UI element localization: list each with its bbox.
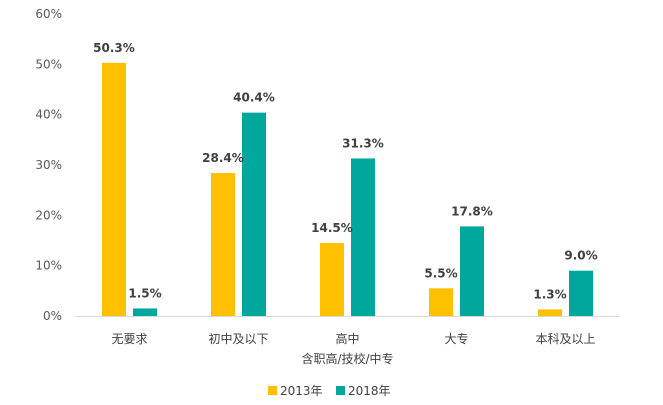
data-label: 1.3% (533, 287, 566, 301)
bar-2013 (429, 288, 453, 316)
category-label: 无要求 (111, 332, 147, 346)
y-axis: 0% 10% 20% 30% 40% 50% 60% (35, 7, 62, 323)
data-label: 14.5% (311, 221, 353, 235)
data-label: 28.4% (202, 151, 244, 165)
legend-swatch (336, 386, 345, 395)
category-label: 大专 (444, 331, 468, 346)
data-label: 5.5% (424, 266, 457, 280)
y-tick-label: 20% (35, 208, 62, 222)
data-label: 40.4% (233, 91, 275, 105)
legend: 2013年 2018年 (268, 384, 391, 398)
data-labels: 50.3% 1.5% 28.4% 40.4% 14.5% 31.3% 5.5% 17.8% 1.… (93, 41, 597, 302)
bar-2018 (460, 226, 484, 316)
bar-2018 (242, 112, 266, 316)
category-label: 初中及以下 (208, 331, 268, 346)
category-sublabel: 含职高/技校/中专 (301, 351, 393, 366)
y-tick-label: 30% (35, 158, 62, 172)
data-label: 9.0% (564, 249, 597, 263)
y-tick-label: 0% (43, 309, 62, 323)
legend-label: 2018年 (348, 384, 391, 398)
category-label: 高中 (335, 331, 359, 346)
bar-2018 (351, 158, 375, 316)
bar-2013 (320, 243, 344, 316)
bar-2013 (102, 62, 126, 316)
y-tick-label: 60% (35, 7, 62, 21)
bar-2018 (133, 308, 157, 316)
y-tick-label: 50% (35, 57, 62, 71)
bars (102, 62, 593, 316)
bar-2018 (569, 270, 593, 316)
data-label: 17.8% (451, 204, 493, 218)
y-tick-label: 10% (35, 259, 62, 273)
legend-label: 2013年 (280, 384, 323, 398)
legend-swatch (268, 386, 277, 395)
data-label: 1.5% (128, 286, 161, 300)
data-label: 50.3% (93, 41, 135, 55)
bar-2013 (211, 173, 235, 316)
bar-2013 (538, 309, 562, 316)
category-label: 本科及以上 (535, 332, 595, 346)
data-label: 31.3% (342, 136, 384, 150)
y-tick-label: 40% (35, 108, 62, 122)
